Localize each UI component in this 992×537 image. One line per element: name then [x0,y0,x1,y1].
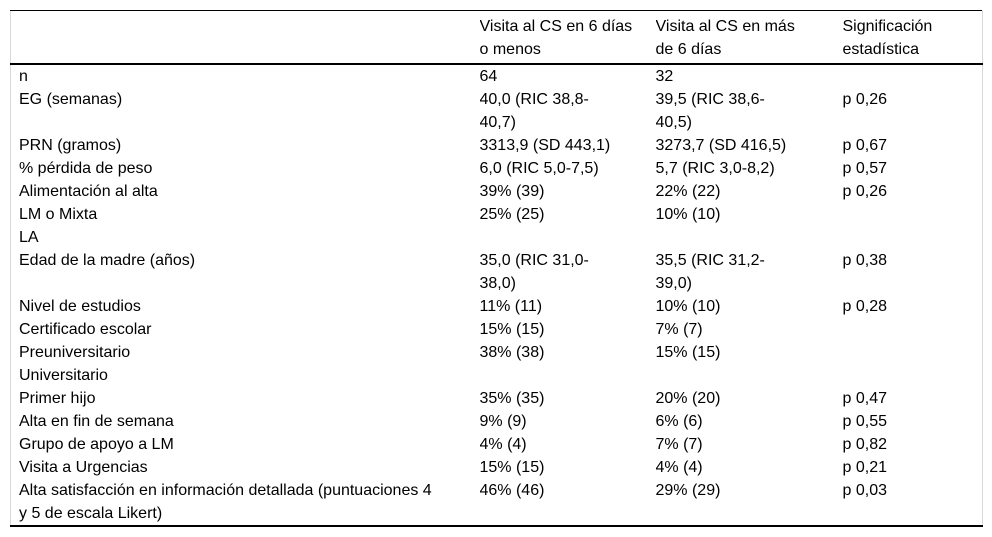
table-header: Visita al CS en 6 días o menos Visita al… [10,10,983,65]
row-label: Nivel de estudios [19,298,141,315]
group1-value: 35,0 (RIC 31,0- 38,0) [479,252,589,292]
row-label: Primer hijo [19,390,96,407]
table-row: Primer hijo 35% (35) 20% (20) p 0,47 [11,387,983,410]
group2-value: 39,5 (RIC 38,6- 40,5) [655,91,765,131]
row-label: Alta en fin de semana [19,413,174,430]
group1-value: 39% (39) [479,183,545,200]
table-body: n 64 32 EG (semanas) 40,0 (RIC 38,8- 40,7) 39… [11,64,983,526]
table-row: Edad de la madre (años) 35,0 (RIC 31,0- 3… [11,249,983,295]
group2-value: 7% (7) [655,321,703,338]
group1-value: 9% (9) [479,413,527,430]
group2-value: 22% (22) [655,183,721,200]
table-row: Visita a Urgencias 15% (15) 4% (4) p 0,21 [11,456,983,479]
group1-value: 6,0 (RIC 5,0-7,5) [479,160,599,177]
p-value [843,364,983,387]
row-label: LA [19,229,39,246]
p-value: p 0,82 [842,436,887,453]
table-row: n 64 32 [11,64,983,88]
table-row: LA [11,226,983,249]
table-row: Alimentación al alta 39% (39) 22% (22) p 0,… [11,180,983,203]
row-label: Alta satisfacción en información detalla… [19,482,432,522]
group1-value: 11% (11) [479,298,543,315]
row-label: % pérdida de peso [19,160,153,177]
group1-value: 38% (38) [479,344,545,361]
row-label: Alimentación al alta [19,183,158,200]
group2-value: 5,7 (RIC 3,0-8,2) [655,160,775,177]
table-row: Alta en fin de semana 9% (9) 6% (6) p 0,55 [11,410,983,433]
p-value: p 0,26 [842,91,887,108]
group2-value [656,364,843,387]
p-value: p 0,67 [842,137,887,154]
group1-value: 46% (46) [479,482,545,499]
group1-value: 3313,9 (SD 443,1) [479,137,611,154]
group1-value: 15% (15) [479,321,545,338]
p-value: p 0,47 [842,390,887,407]
group2-value: 3273,7 (SD 416,5) [655,137,787,154]
row-label: Edad de la madre (años) [19,252,196,269]
header-group1-column: Visita al CS en 6 días o menos [479,10,656,65]
row-label: Visita a Urgencias [19,459,148,476]
header-significance-column: Significación estadística [842,10,983,65]
p-value [843,203,983,226]
group1-value: 64 [479,68,498,85]
table-row: EG (semanas) 40,0 (RIC 38,8- 40,7) 39,5 (R… [11,88,983,134]
p-value: p 0,55 [842,413,887,430]
row-label: n [19,68,28,85]
group1-value: 25% (25) [479,206,545,223]
table-row: % pérdida de peso 6,0 (RIC 5,0-7,5) 5,7 (R… [11,157,983,180]
group2-value: 15% (15) [655,344,721,361]
table-row: Grupo de apoyo a LM 4% (4) 7% (7) p 0,82 [11,433,983,456]
table-row: Preuniversitario 38% (38) 15% (15) [11,341,983,364]
group2-value: 7% (7) [655,436,703,453]
p-value [843,64,983,88]
group2-value: 32 [655,68,674,85]
row-label: Grupo de apoyo a LM [19,436,174,453]
group1-value: 15% (15) [479,459,545,476]
p-value [843,226,983,249]
header-variable-column [10,10,480,65]
table-row: LM o Mixta 25% (25) 10% (10) [11,203,983,226]
p-value: p 0,26 [842,183,887,200]
group1-value: 35% (35) [479,390,545,407]
p-value: p 0,21 [842,459,887,476]
group2-value: 10% (10) [655,206,721,223]
table-row: Universitario [11,364,983,387]
group2-value [656,226,843,249]
table-row: PRN (gramos) 3313,9 (SD 443,1) 3273,7 (SD … [11,134,983,157]
row-label: Preuniversitario [19,344,131,361]
header-group2-column: Visita al CS en más de 6 días [655,10,843,65]
group2-value: 4% (4) [655,459,703,476]
group2-value: 6% (6) [655,413,703,430]
table-row: Nivel de estudios 11% (11) 10% (10) p 0,28 [11,295,983,318]
row-label: Certificado escolar [19,321,152,338]
table-row: Alta satisfacción en información detalla… [11,479,983,526]
group1-value: 40,0 (RIC 38,8- 40,7) [479,91,589,131]
p-value: p 0,38 [842,252,887,269]
table-row: Certificado escolar 15% (15) 7% (7) [11,318,983,341]
group1-value [480,226,656,249]
row-label: LM o Mixta [19,206,98,223]
header-row: Visita al CS en 6 días o menos Visita al… [10,10,983,65]
row-label: PRN (gramos) [19,137,122,154]
p-value: p 0,03 [842,482,887,499]
study-comparison-table: Visita al CS en 6 días o menos Visita al… [10,10,983,527]
row-label: EG (semanas) [19,91,123,108]
p-value [843,318,983,341]
group2-value: 10% (10) [655,298,721,315]
group2-value: 20% (20) [655,390,721,407]
p-value: p 0,28 [842,298,887,315]
row-label: Universitario [19,367,108,384]
p-value [843,341,983,364]
p-value: p 0,57 [842,160,887,177]
group1-value: 4% (4) [479,436,527,453]
group1-value [480,364,656,387]
group2-value: 29% (29) [655,482,721,499]
group2-value: 35,5 (RIC 31,2- 39,0) [655,252,765,292]
